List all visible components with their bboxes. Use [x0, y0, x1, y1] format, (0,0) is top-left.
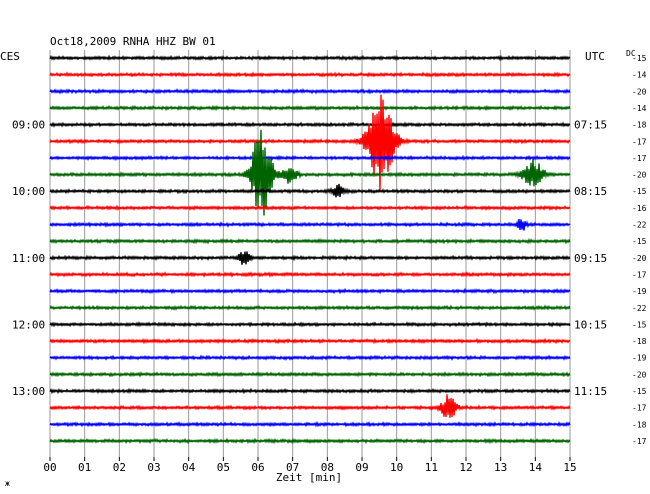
x-tick-label: 10	[390, 461, 403, 474]
x-tick-label: 01	[78, 461, 91, 474]
right-time-label: 08:15	[574, 185, 607, 198]
corner-mark: ж	[5, 479, 10, 488]
trace-7	[49, 129, 571, 216]
trace-15	[49, 304, 571, 311]
left-time-labels: 09:00 10:00 11:00 12:00 13:00	[12, 119, 45, 398]
trace-21	[49, 394, 571, 418]
seismic-traces	[49, 54, 571, 445]
right-time-labels: 07:15 08:15 09:15 10:15 11:15	[574, 119, 607, 398]
dc-offset-label: -17	[632, 270, 647, 279]
left-time-label: 11:00	[12, 252, 45, 265]
trace-14	[49, 287, 571, 295]
left-time-label: 12:00	[12, 318, 45, 331]
x-axis-label: Zeit [min]	[276, 471, 342, 484]
right-timezone-label: UTC	[585, 50, 605, 63]
trace-18	[49, 354, 571, 361]
dc-offset-label: -16	[632, 204, 647, 213]
x-tick-label: 06	[251, 461, 264, 474]
dc-offset-label: -14	[632, 71, 647, 80]
trace-2	[49, 88, 571, 95]
dc-offset-label: -22	[632, 221, 647, 230]
trace-16	[49, 321, 571, 328]
trace-22	[49, 420, 571, 428]
dc-offset-label: -15	[632, 387, 647, 396]
dc-offset-label: -15	[632, 320, 647, 329]
trace-23	[49, 437, 571, 445]
minute-grid	[49, 50, 571, 457]
x-tick-label: 14	[529, 461, 543, 474]
left-time-label: 09:00	[12, 119, 45, 132]
x-tick-label: 08	[321, 461, 334, 474]
dc-offset-label: -17	[632, 404, 647, 413]
x-tick-label: 02	[113, 461, 126, 474]
x-tick-label: 09	[355, 461, 368, 474]
x-tick-label: 12	[459, 461, 472, 474]
dc-offset-label: -15	[632, 54, 647, 63]
trace-10	[49, 219, 571, 231]
dc-offset-label: -14	[632, 104, 647, 113]
trace-20	[49, 387, 571, 395]
trace-11	[49, 237, 571, 245]
x-tick-label: 04	[182, 461, 196, 474]
chart-title: Oct18,2009 RNHA HHZ BW 01	[50, 35, 216, 48]
x-tick-label: 07	[286, 461, 299, 474]
trace-1	[49, 71, 571, 78]
x-axis-ticks: 00 01 02 03 04 05 06 07 08 09 10 11 12 13 14 15	[43, 457, 577, 474]
x-tick-label: 11	[425, 461, 438, 474]
x-tick-label: 15	[563, 461, 576, 474]
dc-offset-label: -15	[632, 237, 647, 246]
trace-13	[49, 271, 571, 278]
right-time-label: 07:15	[574, 119, 607, 132]
dc-offset-label: -18	[632, 121, 647, 130]
trace-9	[49, 204, 571, 212]
right-time-label: 09:15	[574, 252, 607, 265]
trace-19	[49, 371, 571, 378]
dc-offset-label: -19	[632, 354, 647, 363]
trace-0	[49, 54, 571, 62]
dc-offset-label: -19	[632, 287, 647, 296]
dc-offset-label: -17	[632, 137, 647, 146]
dc-offset-label: -15	[632, 187, 647, 196]
x-tick-label: 03	[147, 461, 160, 474]
dc-offset-label: -18	[632, 337, 647, 346]
dc-offset-label: -20	[632, 370, 647, 379]
dc-offset-label: -20	[632, 171, 647, 180]
trace-3	[49, 104, 571, 112]
x-tick-label: 13	[494, 461, 507, 474]
right-time-label: 10:15	[574, 318, 607, 331]
trace-5	[49, 94, 571, 192]
trace-8	[49, 183, 571, 198]
left-time-label: 10:00	[12, 185, 45, 198]
trace-12	[49, 251, 571, 265]
dc-offset-label: -17	[632, 437, 647, 446]
dc-header-label: DC	[626, 49, 636, 58]
trace-17	[49, 337, 571, 345]
dc-offset-label: -18	[632, 420, 647, 429]
dc-offset-label: -20	[632, 254, 647, 263]
trace-6	[49, 154, 571, 162]
dc-offset-label: -20	[632, 87, 647, 96]
dc-offset-label: -17	[632, 154, 647, 163]
dc-offset-label: -22	[632, 304, 647, 313]
dc-offset-labels: -15 -14 -20 -14 -18 -17 -17 -20 -15 -16 -22 -15 -20 -…	[632, 54, 647, 446]
x-tick-label: 00	[43, 461, 56, 474]
right-time-label: 11:15	[574, 385, 607, 398]
left-time-label: 13:00	[12, 385, 45, 398]
left-timezone-label: CES	[0, 50, 20, 63]
x-tick-label: 05	[217, 461, 230, 474]
trace-4	[49, 121, 571, 128]
